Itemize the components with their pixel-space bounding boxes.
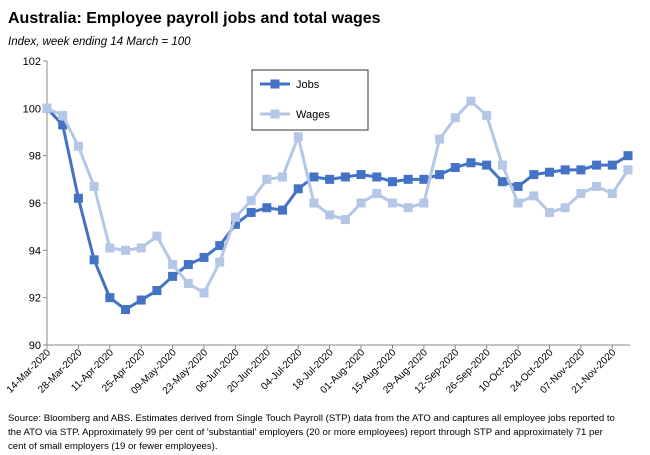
point-marker — [403, 174, 413, 184]
point-marker — [623, 165, 633, 175]
point-marker — [105, 293, 115, 303]
point-marker — [529, 191, 539, 201]
source-note: cent of small employers (19 or fewer emp… — [8, 441, 218, 452]
point-marker — [623, 151, 633, 161]
point-marker — [482, 110, 492, 120]
point-marker — [136, 243, 146, 253]
point-marker — [403, 203, 413, 213]
point-marker — [544, 167, 554, 177]
point-marker — [121, 245, 131, 255]
point-marker — [450, 163, 460, 172]
point-marker — [58, 110, 68, 120]
point-marker — [89, 255, 99, 265]
point-marker — [246, 207, 256, 217]
point-marker — [544, 207, 554, 217]
point-marker — [278, 172, 288, 182]
point-marker — [199, 288, 209, 298]
point-marker — [73, 141, 83, 151]
point-marker — [592, 181, 602, 191]
point-marker — [419, 198, 429, 208]
point-marker — [215, 241, 225, 251]
y-tick-label: 94 — [29, 245, 41, 257]
point-marker — [356, 198, 366, 208]
point-marker — [513, 198, 523, 208]
point-marker — [215, 257, 225, 267]
legend-label: Jobs — [296, 79, 320, 91]
y-tick-label: 92 — [29, 293, 41, 305]
point-marker — [529, 170, 539, 180]
point-marker — [387, 198, 397, 208]
point-marker — [576, 165, 586, 175]
legend-marker — [270, 79, 280, 89]
point-marker — [607, 189, 617, 199]
series-line — [45, 107, 629, 312]
point-marker — [136, 295, 146, 305]
point-marker — [121, 305, 131, 314]
chart-subtitle: Index, week ending 14 March = 100 — [8, 36, 191, 48]
y-tick-label: 100 — [23, 103, 41, 115]
point-marker — [199, 252, 209, 262]
point-marker — [560, 203, 570, 213]
point-marker — [293, 132, 303, 142]
point-marker — [309, 172, 319, 182]
point-marker — [356, 170, 366, 180]
point-marker — [262, 174, 272, 184]
point-marker — [482, 160, 492, 170]
point-marker — [89, 181, 99, 191]
point-marker — [168, 260, 178, 270]
point-marker — [513, 181, 523, 191]
point-marker — [576, 189, 586, 199]
point-marker — [372, 172, 382, 182]
point-marker — [419, 174, 429, 184]
y-tick-label: 102 — [23, 56, 41, 68]
point-marker — [435, 170, 445, 180]
point-marker — [372, 189, 382, 199]
point-marker — [607, 160, 617, 170]
point-marker — [560, 165, 570, 175]
point-marker — [387, 177, 397, 187]
point-marker — [309, 198, 319, 208]
legend-marker — [270, 109, 280, 119]
point-marker — [168, 271, 178, 281]
point-marker — [152, 231, 162, 241]
point-marker — [466, 158, 476, 168]
chart-title: Australia: Employee payroll jobs and tot… — [8, 10, 381, 27]
point-marker — [230, 212, 240, 222]
point-marker — [42, 103, 52, 113]
y-tick-label: 96 — [29, 198, 41, 210]
point-marker — [278, 205, 288, 215]
point-marker — [293, 184, 303, 194]
point-marker — [183, 260, 193, 270]
point-marker — [435, 134, 445, 144]
point-marker — [73, 193, 83, 203]
point-marker — [592, 160, 602, 170]
point-marker — [183, 278, 193, 288]
point-marker — [340, 215, 350, 225]
point-marker — [497, 160, 507, 170]
point-marker — [340, 172, 350, 182]
point-marker — [497, 177, 507, 187]
point-marker — [105, 243, 115, 253]
point-marker — [152, 286, 162, 296]
source-note: the ATO via STP. Approximately 99 per ce… — [8, 427, 604, 438]
point-marker — [230, 219, 240, 229]
point-marker — [58, 120, 68, 130]
point-marker — [246, 196, 256, 206]
y-tick-label: 98 — [29, 151, 41, 163]
point-marker — [262, 203, 272, 213]
point-marker — [450, 113, 460, 123]
legend-label: Wages — [296, 109, 330, 121]
source-note: Source: Bloomberg and ABS. Estimates der… — [8, 413, 615, 424]
point-marker — [325, 210, 335, 220]
y-tick-label: 90 — [29, 340, 41, 352]
point-marker — [466, 96, 476, 106]
point-marker — [325, 174, 335, 184]
